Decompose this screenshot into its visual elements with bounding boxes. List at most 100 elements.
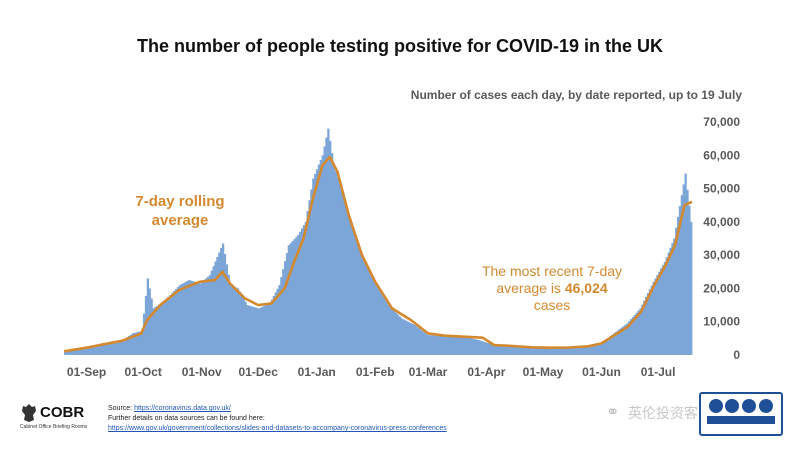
daily-case-bar — [656, 275, 659, 355]
daily-case-bar — [268, 303, 272, 355]
daily-case-bar — [436, 335, 439, 355]
daily-case-bar — [596, 344, 599, 355]
daily-case-bar — [246, 305, 249, 355]
daily-case-bar — [276, 288, 279, 355]
daily-case-bar — [466, 337, 469, 355]
daily-case-bar — [124, 338, 127, 355]
daily-case-bar — [75, 348, 78, 355]
daily-case-bar — [528, 347, 531, 355]
daily-case-bar — [434, 335, 437, 355]
daily-case-bar — [453, 336, 456, 355]
badge-bar — [707, 416, 775, 424]
details-link[interactable]: https://www.gov.uk/government/collection… — [108, 425, 447, 432]
daily-case-bar — [148, 288, 151, 355]
daily-case-bar — [346, 208, 349, 355]
daily-case-bar — [139, 331, 142, 355]
daily-case-bar — [481, 341, 484, 355]
daily-case-bar — [633, 314, 636, 355]
daily-case-bar — [665, 257, 668, 355]
daily-case-bar — [351, 228, 354, 355]
daily-case-bar — [473, 339, 477, 355]
wechat-icon: ⚭ — [606, 404, 620, 421]
daily-case-bar — [80, 347, 84, 355]
daily-case-bar — [498, 345, 501, 355]
daily-case-bar — [120, 340, 123, 355]
daily-case-bar — [440, 336, 443, 355]
daily-case-bar — [252, 306, 255, 355]
daily-case-bar — [65, 350, 69, 355]
daily-case-bar — [141, 331, 144, 355]
daily-case-bar — [654, 278, 657, 355]
daily-case-bar — [597, 343, 601, 355]
daily-case-bar — [315, 169, 319, 355]
daily-case-bar — [282, 269, 285, 355]
daily-case-bar — [107, 342, 110, 355]
daily-case-bar — [635, 312, 638, 355]
daily-case-bar — [492, 345, 495, 355]
daily-case-bar — [398, 316, 401, 355]
daily-case-bar — [231, 285, 234, 355]
daily-case-bar — [678, 206, 682, 355]
daily-case-bar — [534, 347, 537, 355]
y-tick-label: 40,000 — [703, 215, 740, 229]
daily-case-bar — [88, 346, 91, 355]
daily-case-bar — [447, 336, 450, 355]
daily-case-bar — [242, 298, 245, 355]
daily-case-bar — [660, 268, 663, 355]
daily-case-bar — [152, 308, 155, 355]
daily-case-bar — [409, 323, 413, 355]
daily-case-bar — [84, 347, 87, 355]
daily-case-bar — [644, 296, 648, 355]
daily-case-bar — [212, 266, 215, 355]
daily-case-bar — [569, 347, 573, 355]
daily-case-bar — [308, 200, 311, 355]
daily-case-bar — [156, 305, 159, 355]
source-notes: Source: https://coronavirus.data.gov.uk/… — [108, 404, 447, 434]
daily-case-bar — [490, 344, 494, 355]
daily-case-bar — [637, 310, 640, 355]
daily-case-bar — [479, 340, 482, 355]
daily-case-bar — [86, 346, 89, 355]
daily-case-bar — [684, 173, 687, 355]
daily-case-bar — [323, 146, 326, 355]
daily-case-bar — [513, 345, 516, 355]
daily-case-bar — [487, 343, 490, 355]
recent-average-text-2: cases — [533, 297, 571, 313]
source-link[interactable]: https://coronavirus.data.gov.uk/ — [134, 405, 231, 412]
x-tick-label: 01-Jun — [582, 365, 621, 379]
daily-case-bar — [285, 253, 289, 355]
daily-case-bar — [428, 335, 432, 355]
daily-case-bar — [255, 307, 259, 355]
daily-case-bar — [458, 336, 462, 355]
daily-case-bar — [259, 307, 262, 355]
daily-case-bar — [624, 324, 627, 355]
daily-case-bar — [419, 329, 422, 355]
daily-case-bar — [142, 313, 146, 355]
daily-case-bar — [483, 341, 486, 355]
daily-case-bar — [614, 331, 618, 355]
daily-case-bar — [319, 159, 322, 355]
daily-case-bar — [347, 215, 351, 355]
daily-case-bar — [509, 345, 512, 355]
daily-case-bar — [564, 347, 567, 355]
daily-case-bar — [95, 344, 99, 355]
x-tick-label: 01-Nov — [182, 365, 222, 379]
daily-case-bar — [287, 245, 291, 355]
details-text: Further details on data sources can be f… — [108, 415, 265, 422]
daily-case-bar — [295, 237, 298, 355]
cobr-sublabel: Cabinet Office Briefing Rooms — [20, 424, 88, 430]
rolling-average-annotation: 7-day rolling average — [135, 193, 225, 229]
daily-case-bar — [353, 233, 356, 355]
daily-case-bar — [438, 336, 441, 355]
daily-case-bar — [334, 171, 338, 355]
daily-case-bar — [366, 266, 369, 355]
daily-case-bar — [605, 339, 608, 355]
daily-case-bar — [201, 281, 204, 355]
x-tick-label: 01-May — [523, 365, 564, 379]
daily-case-bar — [178, 285, 181, 355]
daily-case-bar — [404, 320, 407, 355]
daily-case-bar — [663, 261, 667, 355]
daily-case-bar — [477, 340, 480, 355]
daily-case-bar — [575, 346, 578, 355]
daily-case-bar — [393, 310, 396, 355]
